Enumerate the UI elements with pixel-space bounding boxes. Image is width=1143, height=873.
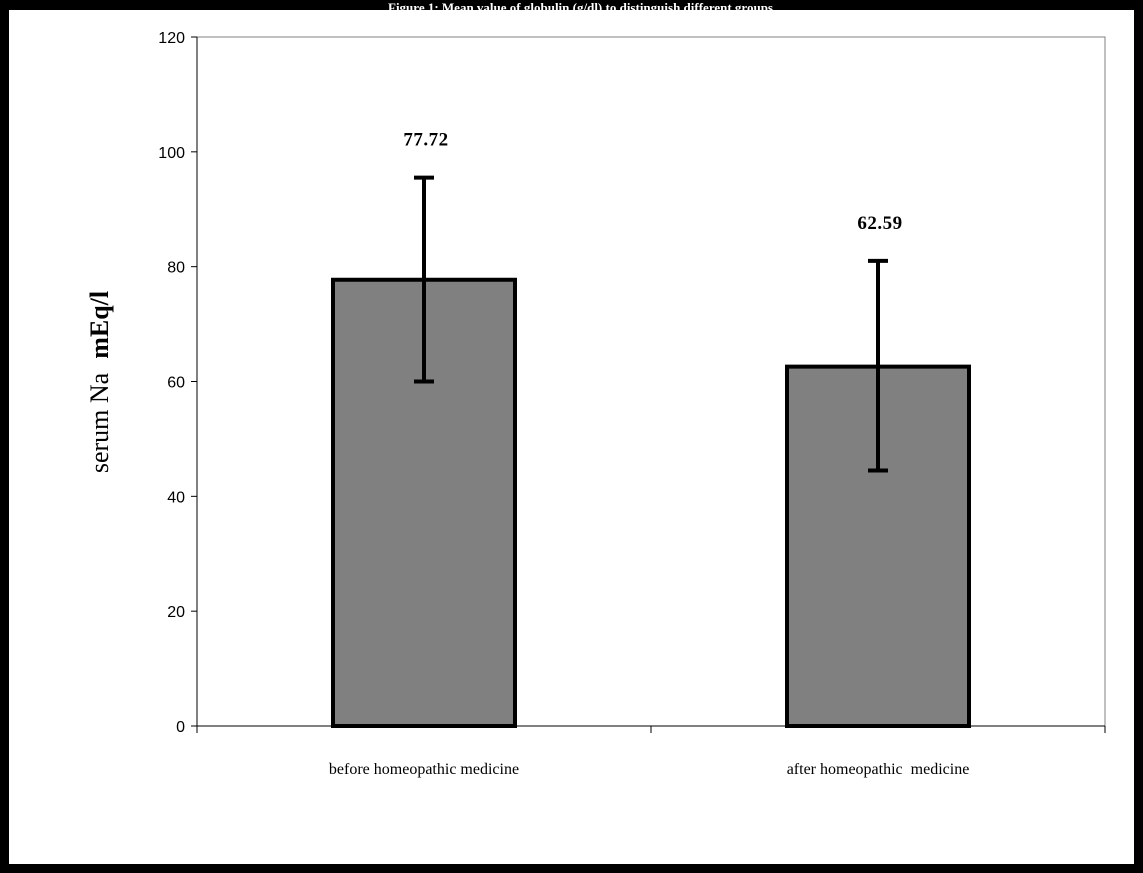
y-tick-label: 0 [176, 719, 185, 736]
bars-layer [331, 175, 971, 728]
data-label: 62.59 [857, 213, 902, 234]
data-label: 77.72 [403, 130, 448, 151]
x-category-label: before homeopathic medicine [329, 761, 519, 778]
y-axis-title-unit: mEq/l [85, 291, 114, 359]
y-tick-label: 100 [158, 145, 185, 162]
y-tick-label: 40 [167, 489, 185, 506]
y-tick-label: 20 [167, 604, 185, 621]
y-tick-label: 60 [167, 375, 185, 392]
y-axis-title-quantity: serum Na [85, 372, 114, 473]
y-tick-label: 120 [158, 30, 185, 47]
axes-layer: 0 20 40 60 80 100 120 [158, 30, 1106, 736]
y-axis-title: serum Na mEq/l [85, 291, 114, 473]
y-tick-label: 80 [167, 260, 185, 277]
x-category-label: after homeopathic medicine [787, 761, 970, 778]
figure-title: Figure 1: Mean value of globulin (g/dl) … [388, 0, 773, 15]
labels-layer: 77.72 before homeopathic medicine 62.59 aft… [329, 130, 969, 778]
